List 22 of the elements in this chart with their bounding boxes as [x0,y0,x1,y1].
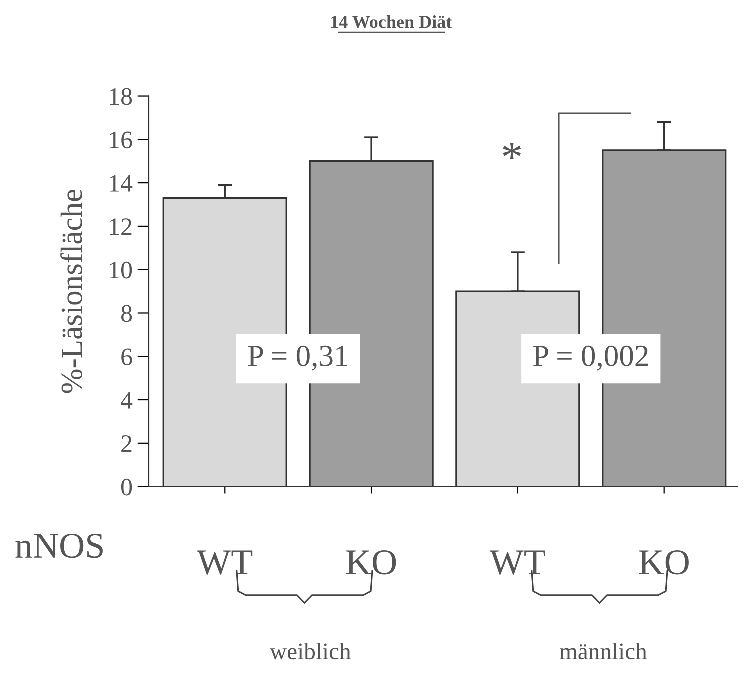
y-tick-label: 0 [121,478,132,496]
text: weiblich [270,643,352,660]
y-tick-label: 8 [121,305,132,322]
y-tick-label: 14 [110,175,133,192]
text: männlich [560,643,648,660]
x-tick-label: WT [197,550,253,575]
y-tick-label: 16 [110,132,132,149]
y-tick-label: 4 [121,392,133,409]
x-tick-label: KO [346,550,396,575]
y-tick-label: 18 [110,88,132,106]
chart-title: 14 Wochen Diät [332,16,452,28]
y-axis-title: %-Läsionsfläche [60,190,82,394]
x-tick-label: KO [639,550,689,575]
y-tick-label: 6 [122,348,132,366]
annotation: * [503,142,522,160]
annotation: P = 0,31 [248,346,348,371]
y-tick-label: 10 [110,262,132,279]
annotation: P = 0,002 [533,346,648,371]
x-tick-label: WT [490,550,546,575]
y-tick-label: 2 [122,436,132,452]
y-tick-label: 12 [110,218,132,236]
x-axis-title: nNOS [16,534,103,558]
